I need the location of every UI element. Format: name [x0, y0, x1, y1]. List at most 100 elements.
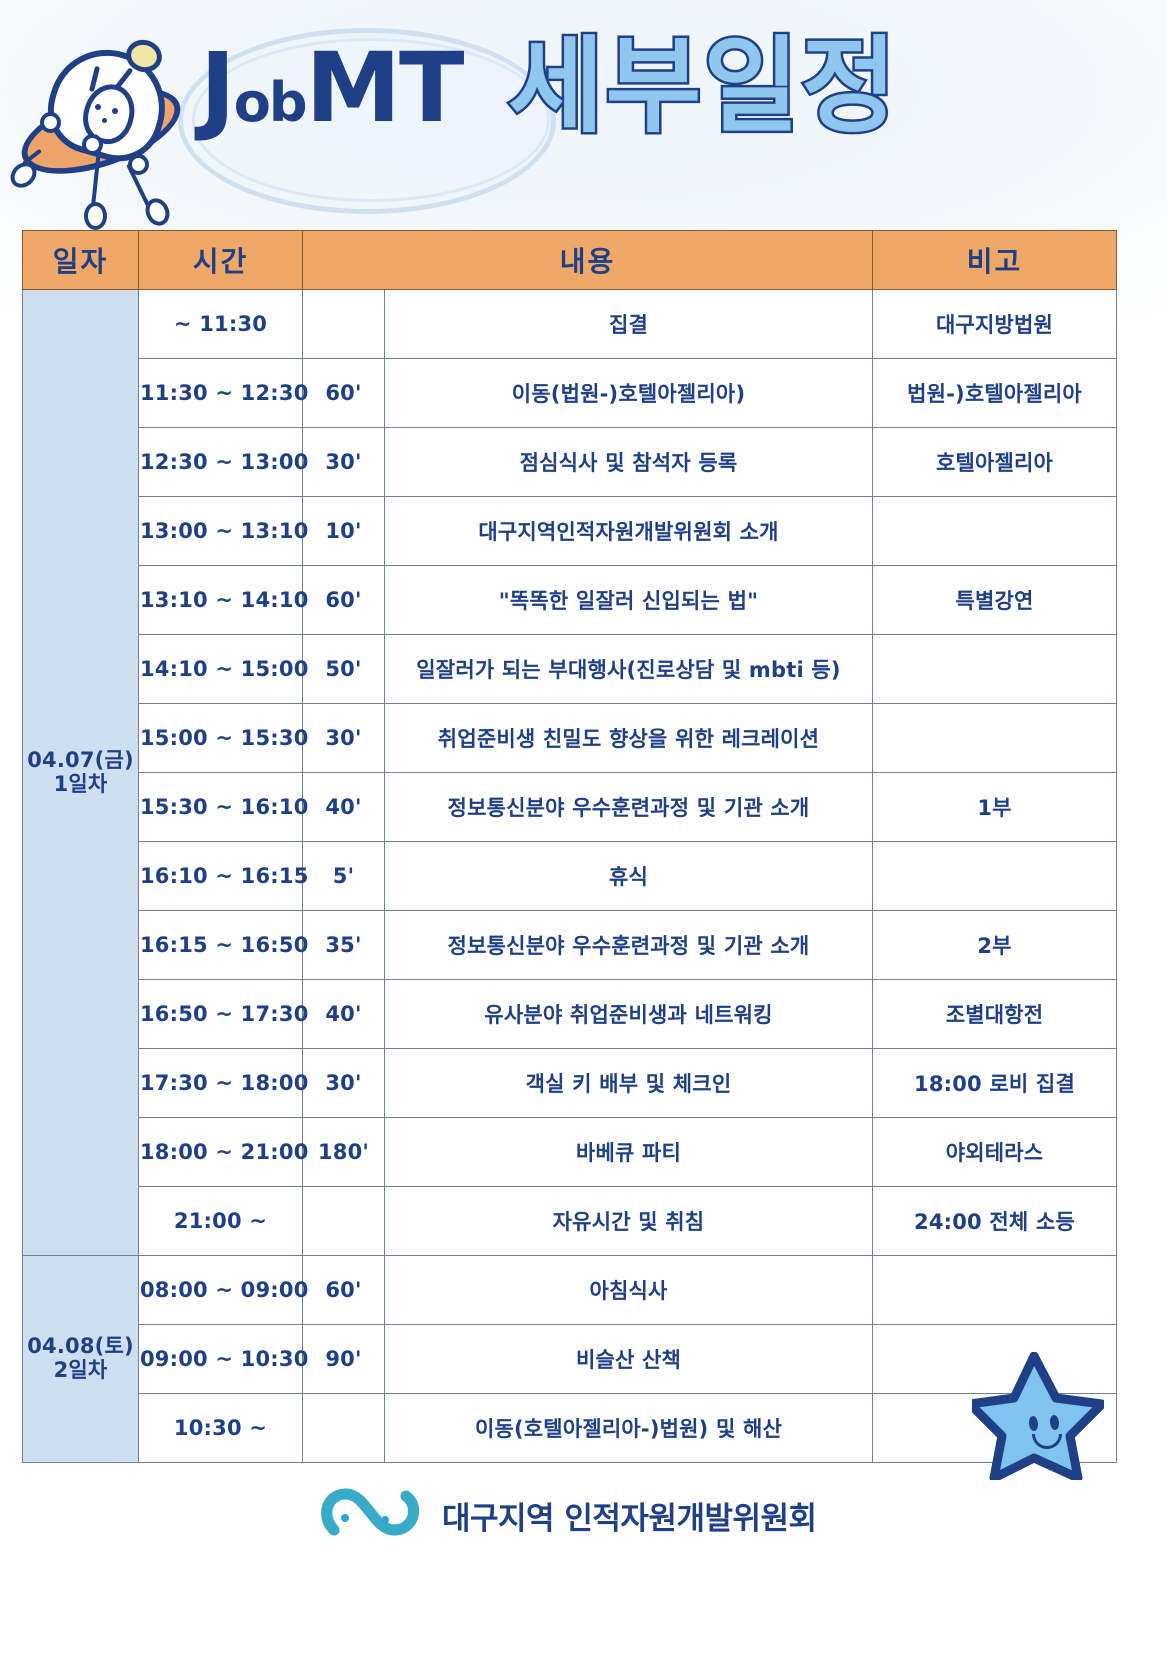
schedule-duration-cell	[302, 1186, 385, 1256]
schedule-time-cell: 16:50 ~ 17:30	[138, 979, 308, 1049]
schedule-duration-cell: 30'	[302, 427, 385, 497]
schedule-note-cell: 법원-)호텔아젤리아	[872, 358, 1117, 428]
title-letters-mt: MT	[305, 32, 464, 144]
schedule-table-body: 04.07(금) 1일차 ~ 11:30 집결 대구지방법원 11:30 ~ 12:30 6…	[22, 289, 1117, 1463]
schedule-duration-cell	[302, 289, 385, 359]
table-row: 17:30 ~ 18:00 30' 객실 키 배부 및 체크인 18:00 로비 집결	[23, 1048, 1117, 1118]
schedule-note-cell	[872, 634, 1117, 704]
table-row: 13:00 ~ 13:10 10' 대구지역인적자원개발위원회 소개	[23, 496, 1117, 566]
schedule-content-cell: 바베큐 파티	[384, 1117, 873, 1187]
schedule-time-cell: 17:30 ~ 18:00	[138, 1048, 308, 1118]
schedule-duration-cell: 60'	[302, 358, 385, 428]
schedule-note-cell	[872, 1255, 1117, 1325]
table-row: 15:00 ~ 15:30 30' 취업준비생 친밀도 향상을 위한 레크레이션	[23, 703, 1117, 773]
table-row: 15:30 ~ 16:10 40' 정보통신분야 우수훈련과정 및 기관 소개 1부	[23, 772, 1117, 842]
title-letter-j: J	[200, 32, 236, 144]
table-header-row: 일자 시간 내용 비고	[22, 230, 1117, 290]
page-footer: 대구지역 인적자원개발위원회	[0, 1478, 1167, 1578]
table-row: 13:10 ~ 14:10 60' "똑똑한 일잘러 신입되는 법" 특별강연	[23, 565, 1117, 635]
schedule-duration-cell: 5'	[302, 841, 385, 911]
table-row: 10:30 ~ 이동(호텔아젤리아-)법원) 및 해산	[23, 1393, 1117, 1463]
schedule-time-cell: 21:00 ~	[138, 1186, 303, 1256]
table-row: 16:15 ~ 16:50 35' 정보통신분야 우수훈련과정 및 기관 소개 2부	[23, 910, 1117, 980]
ufo-foot-icon	[84, 202, 107, 230]
schedule-time-cell: 08:00 ~ 09:00	[138, 1255, 308, 1325]
table-row: 04.08(토) 2일차 08:00 ~ 09:00 60' 아침식사	[22, 1255, 1117, 1463]
schedule-note-cell: 특별강연	[872, 565, 1117, 635]
title-halo-ellipse-inner	[192, 38, 550, 202]
schedule-time-cell: 09:00 ~ 10:30	[138, 1324, 308, 1394]
schedule-note-cell: 2부	[872, 910, 1117, 980]
column-header-time: 시간	[138, 230, 303, 290]
schedule-note-cell: 조별대항전	[872, 979, 1117, 1049]
schedule-time-cell: 14:10 ~ 15:00	[138, 634, 308, 704]
schedule-content-cell: 정보통신분야 우수훈련과정 및 기관 소개	[384, 772, 873, 842]
schedule-content-cell: 아침식사	[384, 1255, 873, 1325]
schedule-time-cell: 10:30 ~	[138, 1393, 303, 1463]
day-label-nth: 2일차	[53, 1358, 108, 1382]
column-header-note: 비고	[872, 230, 1117, 290]
schedule-time-cell: 15:30 ~ 16:10	[138, 772, 308, 842]
schedule-table: 일자 시간 내용 비고 04.07(금) 1일차 ~ 11:30 집결 대구지방법원 11…	[22, 230, 1117, 1463]
schedule-note-cell	[872, 841, 1117, 911]
schedule-duration-cell: 90'	[302, 1324, 385, 1394]
schedule-time-cell: 15:00 ~ 15:30	[138, 703, 308, 773]
title-letters-ob: ob	[233, 71, 308, 134]
alien-nose-icon	[102, 118, 107, 123]
schedule-content-cell: 비슬산 산책	[384, 1324, 873, 1394]
schedule-time-cell: 16:15 ~ 16:50	[138, 910, 308, 980]
schedule-note-cell: 대구지방법원	[872, 289, 1117, 359]
day-label-cell: 04.08(토) 2일차	[22, 1255, 139, 1463]
ufo-port-light-icon	[40, 112, 61, 133]
table-row: 18:00 ~ 21:00 180' 바베큐 파티 야외테라스	[23, 1117, 1117, 1187]
schedule-duration-cell: 30'	[302, 1048, 385, 1118]
schedule-duration-cell: 40'	[302, 772, 385, 842]
schedule-time-cell: 16:10 ~ 16:15	[138, 841, 308, 911]
table-row: 04.07(금) 1일차 ~ 11:30 집결 대구지방법원	[22, 289, 1117, 1256]
schedule-note-cell: 24:00 전체 소등	[872, 1186, 1117, 1256]
table-row: 16:50 ~ 17:30 40' 유사분야 취업준비생과 네트워킹 조별대항전	[23, 979, 1117, 1049]
alien-eye-right-icon	[112, 108, 118, 114]
schedule-content-cell: 이동(호텔아젤리아-)법원) 및 해산	[384, 1393, 873, 1463]
schedule-duration-cell: 60'	[302, 1255, 385, 1325]
schedule-note-cell: 1부	[872, 772, 1117, 842]
ufo-port-light-icon	[82, 134, 103, 155]
column-header-day: 일자	[22, 230, 139, 290]
schedule-duration-cell	[302, 1393, 385, 1463]
table-row: 09:00 ~ 10:30 90' 비슬산 산책	[23, 1324, 1117, 1394]
schedule-time-cell: ~ 11:30	[138, 289, 303, 359]
ufo-alien-mascot-icon	[5, 22, 192, 232]
schedule-duration-cell: 60'	[302, 565, 385, 635]
schedule-time-cell: 13:00 ~ 13:10	[138, 496, 308, 566]
schedule-content-cell: 자유시간 및 취침	[384, 1186, 873, 1256]
schedule-note-cell	[872, 496, 1117, 566]
schedule-content-cell: 점심식사 및 참석자 등록	[384, 427, 873, 497]
title-jobmt: JobMT	[200, 40, 465, 136]
schedule-note-cell: 야외테라스	[872, 1117, 1117, 1187]
schedule-duration-cell: 40'	[302, 979, 385, 1049]
table-row: 21:00 ~ 자유시간 및 취침 24:00 전체 소등	[23, 1186, 1117, 1256]
schedule-content-cell: 일잘러가 되는 부대행사(진로상담 및 mbti 등)	[384, 634, 873, 704]
day-label-cell: 04.07(금) 1일차	[22, 289, 139, 1256]
infinity-people-logo-icon	[320, 1488, 420, 1536]
schedule-note-cell	[872, 703, 1117, 773]
day-label-date: 04.07(금)	[27, 747, 134, 772]
table-row: 14:10 ~ 15:00 50' 일잘러가 되는 부대행사(진로상담 및 mbti…	[23, 634, 1117, 704]
table-row: 11:30 ~ 12:30 60' 이동(법원-)호텔아젤리아) 법원-)호텔아젤리아	[23, 358, 1117, 428]
table-row: 12:30 ~ 13:00 30' 점심식사 및 참석자 등록 호텔아젤리아	[23, 427, 1117, 497]
alien-eye-left-icon	[95, 104, 101, 110]
schedule-note-cell	[872, 1324, 1117, 1394]
table-row: 16:10 ~ 16:15 5' 휴식	[23, 841, 1117, 911]
schedule-content-cell: 대구지역인적자원개발위원회 소개	[384, 496, 873, 566]
schedule-note-cell: 호텔아젤리아	[872, 427, 1117, 497]
schedule-content-cell: 집결	[384, 289, 873, 359]
schedule-content-cell: 취업준비생 친밀도 향상을 위한 레크레이션	[384, 703, 873, 773]
schedule-time-cell: 18:00 ~ 21:00	[138, 1117, 308, 1187]
schedule-duration-cell: 50'	[302, 634, 385, 704]
schedule-time-cell: 11:30 ~ 12:30	[138, 358, 308, 428]
title-korean: 세부일정	[506, 25, 900, 147]
schedule-table-head: 일자 시간 내용 비고	[22, 230, 1117, 290]
schedule-content-cell: 정보통신분야 우수훈련과정 및 기관 소개	[384, 910, 873, 980]
schedule-duration-cell: 30'	[302, 703, 385, 773]
